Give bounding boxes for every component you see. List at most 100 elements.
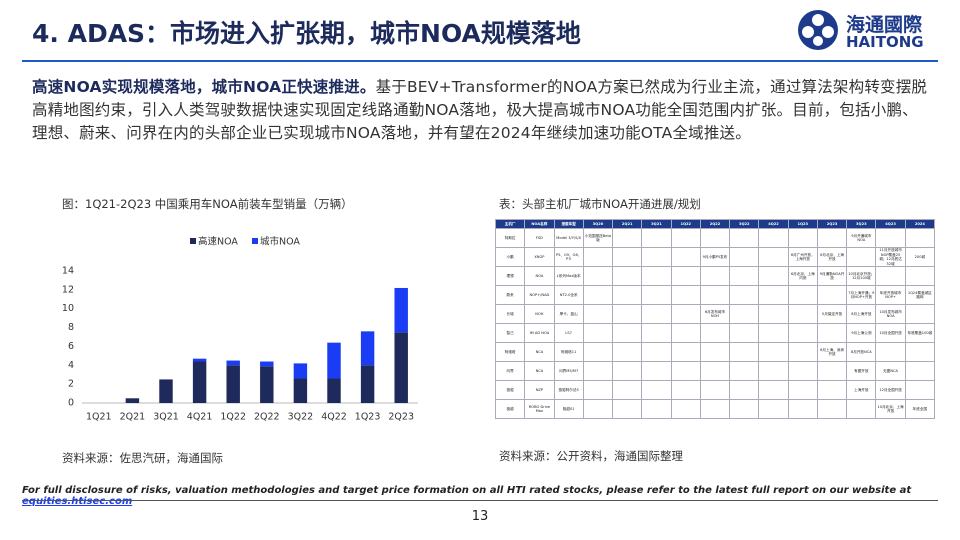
table-cell: 6月发布城市NOH [699, 304, 731, 324]
table-cell [641, 304, 672, 324]
table-cell [641, 361, 672, 381]
table-cell [670, 323, 701, 343]
table-cell: P5、G9、G6、P7i [553, 247, 584, 267]
table-cell: NOP+/NAD [524, 285, 555, 305]
legend-label: 城市NOA [260, 236, 300, 248]
table-cell: 6月广州开放，上海开放 [787, 247, 818, 267]
x-tick-label: 3Q21 [153, 412, 179, 423]
table-cell: 7月上海开通；9月NOP+开放 [846, 285, 877, 305]
logo-icon [798, 10, 838, 50]
table-cell [758, 285, 789, 305]
table-cell [787, 323, 818, 343]
table-cell [729, 342, 760, 362]
table-row: 小鹏 XNGP P5、G9、G6、P7i 9月小鹏P5发布 6月广州开放，上海开放 6月北… [494, 247, 936, 267]
table-cell [787, 228, 818, 248]
table-cell [582, 323, 614, 343]
table-cell [846, 247, 877, 267]
table-cell: 年底覆盖100城 [904, 323, 936, 343]
table-cell [670, 247, 701, 267]
column-header: 4Q22 [758, 219, 789, 229]
table-cell: 9月开通城市NOA [846, 228, 877, 248]
column-header: 1Q23 [787, 219, 818, 229]
table-cell: 8月开放NCA [846, 342, 877, 362]
intro-body: 基于BEV+Transformer的NOA方案已然成为行业主流，通过算法架构转变… [32, 78, 928, 142]
legend-swatch [190, 238, 196, 244]
table-cell: 11月开放城市NGP覆盖25城；12月底达52城 [875, 247, 906, 267]
website-link[interactable]: equities.htisec.com [22, 496, 133, 507]
table-cell: 12月全国开放 [875, 380, 906, 400]
table-cell [816, 361, 848, 381]
bar-segment [327, 342, 341, 379]
table-row: 问界 NCA 问界M5/M7 有图开放 无图NCA [494, 361, 936, 381]
table-cell [787, 342, 818, 362]
table-cell [699, 342, 731, 362]
table-cell [699, 266, 731, 286]
bar-segment [192, 358, 207, 362]
table-cell: 有图开放 [846, 361, 877, 381]
table-cell [729, 247, 760, 267]
table-cell [904, 228, 936, 248]
table-cell: 阿维塔11 [553, 342, 584, 362]
disclaimer: For full disclosure of risks, valuation … [22, 485, 960, 507]
table-cell [729, 380, 760, 400]
table-cell [758, 266, 789, 286]
table-cell [670, 266, 701, 286]
table-cell [699, 285, 731, 305]
table-cell [641, 399, 672, 419]
bar-segment [394, 287, 408, 333]
table-cell: 无图NCA [875, 361, 906, 381]
table-cell [729, 399, 760, 419]
table-cell: NCA [524, 361, 555, 381]
table-cell: 特斯拉 [494, 228, 526, 248]
column-header: 4Q23 [875, 219, 906, 229]
table-cell: 极狐 [494, 380, 526, 400]
table-cell: 9月上海公测 [846, 323, 877, 343]
table-cell [670, 342, 701, 362]
table-row: 极狐 NZP 极狐阿尔法S 上海开放 12月全国开放 [494, 380, 936, 400]
table-cell: 10月全国开放 [875, 323, 906, 343]
table-cell: 6月北京、上海开放 [816, 247, 848, 267]
table-cell: 阿维塔 [494, 342, 526, 362]
bar-segment [159, 379, 173, 403]
page-number: 13 [471, 509, 489, 524]
column-header: 主机厂 [494, 219, 526, 229]
table-cell [699, 380, 731, 400]
table-cell: LS7 [553, 323, 584, 343]
table-cell [816, 228, 848, 248]
x-tick-label: 1Q22 [220, 412, 246, 423]
table-cell [758, 380, 789, 400]
title-rule [22, 60, 938, 62]
column-header: 1Q22 [670, 219, 701, 229]
column-header: 2024 [904, 219, 936, 229]
table-cell [758, 247, 789, 267]
y-tick-label: 0 [68, 398, 74, 409]
table-cell [904, 266, 936, 286]
x-tick-label: 3Q22 [288, 412, 314, 423]
table-cell: 1Q24覆盖城区路网 [904, 285, 936, 305]
table-cell [582, 342, 614, 362]
x-tick-label: 1Q21 [86, 412, 112, 423]
table-cell [612, 361, 643, 381]
table-cell: NT2.0全系 [553, 285, 584, 305]
table-cell: 小范围推送Beta版 [582, 228, 614, 248]
table-cell [612, 247, 643, 267]
y-tick-label: 2 [68, 379, 74, 390]
logo-en: HAITONG [846, 33, 924, 51]
table-cell [699, 323, 731, 343]
table-cell [816, 285, 848, 305]
table-cell [729, 361, 760, 381]
table-cell [875, 342, 906, 362]
table-cell [787, 380, 818, 400]
table-cell [612, 323, 643, 343]
table-cell [641, 228, 672, 248]
table-cell: ROBO Drive Max [524, 399, 555, 419]
table-cell: 极狐阿尔法S [553, 380, 584, 400]
column-header: 3Q22 [729, 219, 760, 229]
table-row: 理想 NOA L系列Max版本 6月北京、上海内测 9月通勤NOA开放 10月北京开放；1… [494, 266, 936, 286]
table-cell: NOA [524, 266, 555, 286]
table-row: 极越 ROBO Drive Max 极越01 10月北京、上海开放 年底全国 [494, 399, 936, 419]
table: 主机厂 NOA名称 搭载车型 3Q20 2Q21 3Q21 1Q22 2Q22 3Q22 4Q22… [494, 219, 936, 419]
slide-title: 4. ADAS：市场进入扩张期，城市NOA规模落地 [32, 19, 581, 48]
column-header: 搭载车型 [553, 219, 584, 229]
table-cell [758, 361, 789, 381]
